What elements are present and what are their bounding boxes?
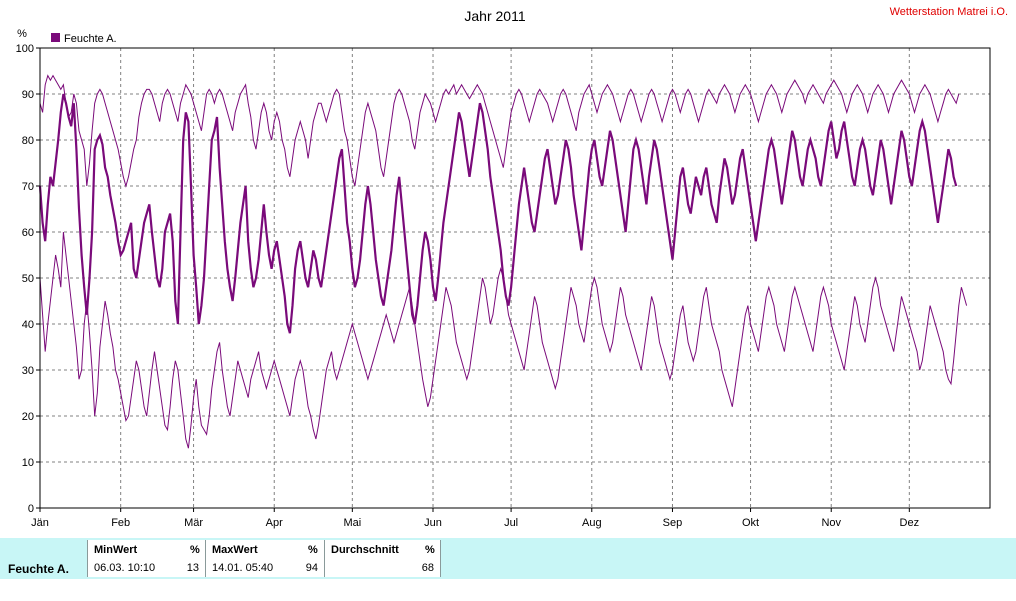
- y-tick-label: 30: [22, 365, 34, 377]
- x-tick-label: Dez: [900, 517, 920, 529]
- x-axis-ticks: Jän Feb Mär Apr Mai Jun Jul Aug Sep Okt Nov Dez: [31, 508, 919, 529]
- stats-footer: Feuchte A. MinWert % 06.03. 10:10 13 Max…: [0, 538, 1016, 579]
- min-stat-box: MinWert % 06.03. 10:10 13: [88, 540, 205, 577]
- max-stat-box: MaxWert % 14.01. 05:40 94: [206, 540, 324, 577]
- footer-divider: [205, 540, 206, 577]
- grid: [40, 48, 990, 508]
- humidity-chart: Jahr 2011 Wetterstation Matrei i.O. % Fe…: [16, 6, 1008, 529]
- x-tick-label: Mai: [343, 517, 361, 529]
- x-tick-label: Mär: [184, 517, 203, 529]
- x-tick-label: Nov: [821, 517, 841, 529]
- avg-stat-box: Durchschnitt % 68: [325, 540, 440, 577]
- footer-series-label: Feuchte A.: [8, 562, 69, 576]
- legend-swatch: [51, 33, 60, 42]
- chart-title: Jahr 2011: [464, 8, 525, 24]
- x-tick-label: Okt: [742, 517, 759, 529]
- x-tick-label: Jän: [31, 517, 49, 529]
- max-datetime: 14.01. 05:40: [212, 562, 274, 574]
- max-header: MaxWert: [212, 544, 258, 556]
- series-mean-line: [38, 93, 958, 334]
- footer-divider: [87, 540, 88, 577]
- max-unit: %: [308, 544, 318, 556]
- x-tick-label: Aug: [582, 517, 602, 529]
- x-tick-label: Jun: [424, 517, 442, 529]
- min-header: MinWert: [94, 544, 138, 556]
- series-max-line: [39, 74, 960, 188]
- avg-header: Durchschnitt: [331, 544, 399, 556]
- legend-label: Feuchte A.: [64, 33, 117, 45]
- y-tick-label: 60: [22, 227, 34, 239]
- avg-value: 68: [421, 562, 434, 574]
- x-tick-label: Feb: [111, 517, 130, 529]
- y-tick-label: 40: [22, 319, 34, 331]
- y-axis-unit: %: [17, 28, 27, 40]
- y-tick-label: 0: [28, 503, 34, 515]
- x-tick-label: Jul: [504, 517, 518, 529]
- y-axis-ticks: 0 10 20 30 40 50 60 70 80 90 100: [16, 43, 40, 515]
- y-tick-label: 90: [22, 89, 34, 101]
- max-value: 94: [305, 562, 318, 574]
- y-tick-label: 50: [22, 273, 34, 285]
- min-unit: %: [190, 544, 200, 556]
- min-datetime: 06.03. 10:10: [94, 562, 156, 574]
- footer-divider: [440, 540, 441, 577]
- station-name: Wetterstation Matrei i.O.: [890, 6, 1008, 18]
- series-group: [38, 74, 968, 449]
- y-tick-label: 70: [22, 181, 34, 193]
- y-tick-label: 100: [16, 43, 34, 55]
- footer-divider: [324, 540, 325, 577]
- plot-frame: [39, 47, 991, 509]
- avg-unit: %: [425, 544, 435, 556]
- min-value: 13: [186, 562, 199, 574]
- x-tick-label: Sep: [663, 517, 683, 529]
- y-tick-label: 80: [22, 135, 34, 147]
- y-tick-label: 10: [22, 457, 34, 469]
- x-tick-label: Apr: [266, 517, 283, 529]
- y-tick-label: 20: [22, 411, 34, 423]
